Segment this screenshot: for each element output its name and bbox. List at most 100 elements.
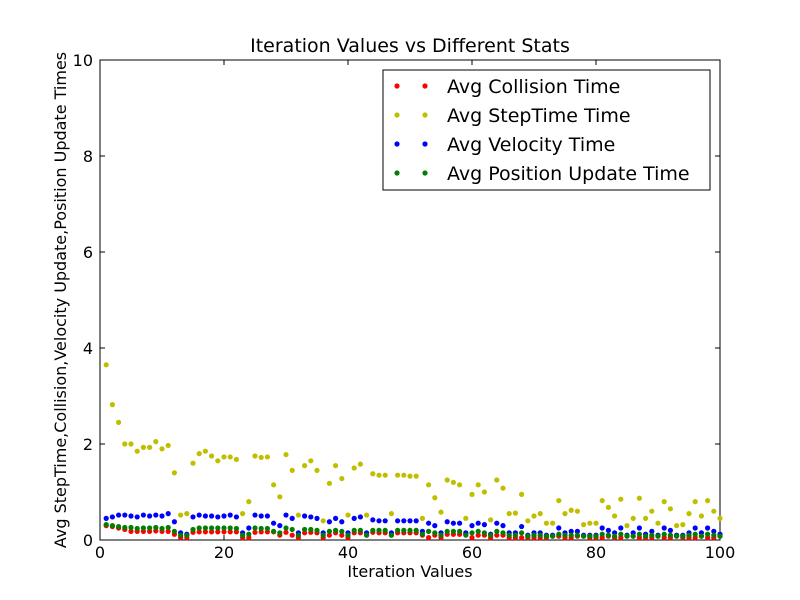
- data-point: [370, 471, 376, 477]
- data-point: [562, 532, 568, 538]
- data-point: [698, 533, 705, 539]
- x-tick-label: 80: [586, 543, 606, 562]
- data-point: [116, 523, 122, 530]
- x-tick-label: 0: [95, 543, 105, 562]
- data-point: [612, 533, 618, 539]
- data-point: [692, 525, 698, 531]
- data-point: [289, 532, 295, 538]
- data-point: [401, 527, 407, 534]
- data-point: [649, 532, 655, 538]
- data-point: [196, 525, 202, 531]
- data-point: [227, 454, 233, 460]
- data-point: [116, 512, 122, 518]
- data-point: [574, 528, 581, 534]
- data-point: [463, 515, 469, 522]
- data-point: [178, 532, 184, 538]
- data-point: [618, 496, 624, 502]
- data-point: [165, 442, 171, 449]
- data-point: [438, 532, 444, 538]
- data-point: [426, 482, 432, 488]
- data-point: [308, 514, 314, 520]
- data-point: [209, 453, 215, 459]
- data-point: [289, 467, 295, 473]
- data-point: [202, 448, 208, 454]
- data-point: [171, 528, 177, 534]
- data-point: [382, 527, 388, 534]
- data-point: [717, 515, 723, 522]
- data-point: [481, 530, 487, 536]
- data-point: [128, 513, 134, 519]
- data-point: [314, 515, 320, 522]
- data-point: [227, 529, 233, 535]
- data-point: [345, 512, 351, 518]
- data-point: [326, 480, 332, 486]
- data-point: [382, 518, 388, 524]
- data-point: [128, 441, 134, 447]
- data-point: [196, 512, 202, 518]
- data-point: [233, 525, 239, 532]
- data-point: [512, 510, 519, 516]
- data-point: [128, 524, 134, 531]
- y-tick-label: 6: [83, 243, 93, 262]
- data-point: [252, 525, 258, 531]
- data-point: [215, 458, 221, 464]
- data-point: [413, 527, 419, 534]
- chart-title: Iteration Values vs Different Stats: [250, 35, 570, 57]
- x-tick-label: 40: [338, 543, 358, 562]
- data-point: [599, 531, 605, 537]
- data-point: [705, 525, 711, 531]
- data-point: [264, 513, 270, 519]
- data-point: [171, 470, 177, 476]
- data-point: [370, 517, 376, 523]
- data-point: [674, 523, 680, 529]
- data-point: [215, 529, 221, 535]
- data-point: [271, 482, 277, 488]
- data-point: [209, 513, 215, 519]
- data-point: [556, 525, 562, 531]
- data-point: [426, 528, 432, 534]
- data-point: [215, 514, 221, 520]
- data-point: [401, 472, 407, 478]
- data-point: [140, 525, 146, 531]
- data-point: [581, 522, 587, 528]
- data-point: [302, 463, 308, 469]
- data-point: [388, 510, 394, 517]
- data-point: [593, 520, 599, 526]
- x-axis-label: Iteration Values: [347, 562, 472, 581]
- data-point: [184, 510, 190, 517]
- data-point: [537, 532, 543, 538]
- data-point: [395, 527, 401, 534]
- data-point: [618, 525, 624, 531]
- data-point: [643, 533, 649, 539]
- data-point: [233, 514, 239, 520]
- data-point: [140, 512, 146, 518]
- data-point: [419, 515, 425, 522]
- data-point: [568, 507, 574, 513]
- data-point: [221, 454, 227, 460]
- data-point: [494, 477, 500, 483]
- data-point: [426, 520, 432, 526]
- data-point: [364, 532, 370, 538]
- data-point: [680, 533, 686, 539]
- data-point: [196, 529, 202, 535]
- data-point: [469, 530, 475, 536]
- data-point: [432, 495, 438, 501]
- data-point: [636, 495, 643, 501]
- data-point: [128, 528, 134, 534]
- data-point: [419, 531, 425, 537]
- data-point: [500, 485, 506, 491]
- data-point: [605, 527, 612, 534]
- data-point: [587, 533, 593, 539]
- data-point: [630, 515, 636, 522]
- data-point: [636, 531, 643, 537]
- data-point: [289, 526, 295, 533]
- data-point: [376, 472, 382, 478]
- data-point: [109, 402, 115, 408]
- data-point: [587, 520, 593, 526]
- data-point: [246, 499, 252, 505]
- data-point: [692, 531, 698, 537]
- data-point: [674, 533, 680, 539]
- data-point: [469, 491, 475, 497]
- data-point: [457, 528, 463, 534]
- data-point: [376, 518, 382, 524]
